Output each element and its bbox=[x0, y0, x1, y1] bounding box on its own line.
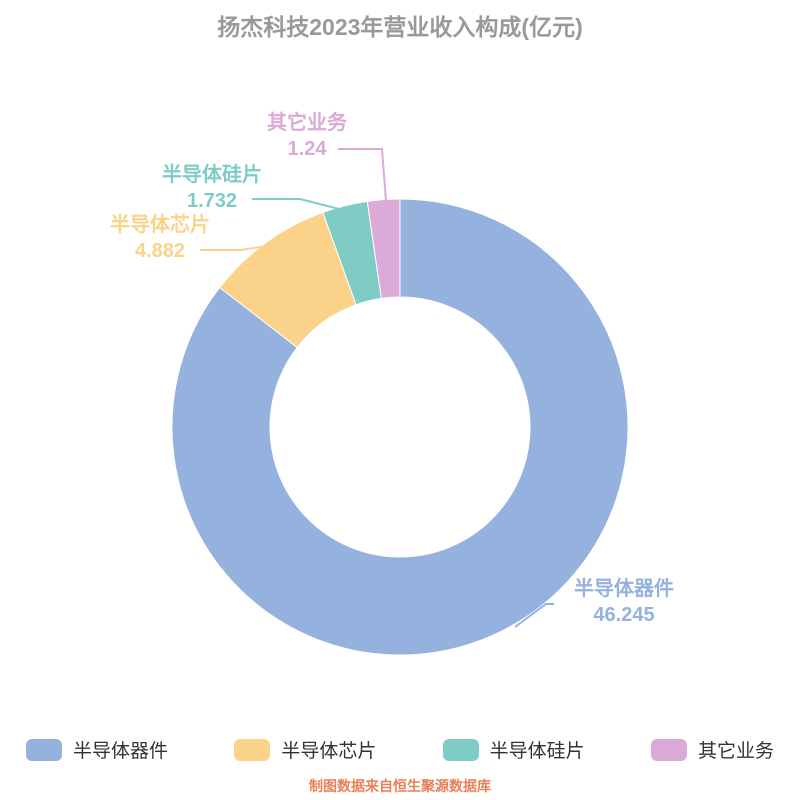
callout-label: 半导体硅片 bbox=[162, 164, 262, 186]
callout-silicon-wafer: 半导体硅片 1.732 bbox=[137, 162, 287, 214]
legend: 半导体器件 半导体芯片 半导体硅片 其它业务 bbox=[0, 736, 800, 763]
pie-slice-3 bbox=[366, 198, 401, 299]
callout-label: 其它业务 bbox=[267, 112, 347, 134]
callout-label: 半导体器件 bbox=[574, 578, 674, 600]
legend-swatch bbox=[442, 738, 479, 761]
legend-item-other-business[interactable]: 其它业务 bbox=[650, 736, 774, 763]
leader-line-2 bbox=[252, 198, 348, 212]
legend-label: 半导体硅片 bbox=[489, 741, 585, 762]
chart-title: 扬杰科技2023年营业收入构成(亿元) bbox=[217, 14, 583, 40]
legend-item-semiconductor-chip[interactable]: 半导体芯片 bbox=[234, 736, 376, 763]
callout-value: 1.732 bbox=[186, 190, 238, 212]
leader-line-3 bbox=[338, 148, 387, 202]
callout-semiconductor-device: 半导体器件 46.245 bbox=[549, 576, 699, 628]
callout-label: 半导体芯片 bbox=[110, 214, 210, 236]
legend-label: 其它业务 bbox=[697, 741, 774, 762]
pie-slice-0 bbox=[171, 198, 629, 656]
leader-line-0 bbox=[514, 603, 554, 628]
callout-value: 46.245 bbox=[593, 604, 655, 626]
legend-swatch bbox=[650, 738, 687, 761]
legend-label: 半导体器件 bbox=[73, 741, 169, 762]
data-source-note: 制图数据来自恒生聚源数据库 bbox=[309, 778, 491, 794]
legend-swatch bbox=[234, 738, 271, 761]
leader-line-1 bbox=[200, 243, 284, 251]
callout-other-business: 其它业务 1.24 bbox=[232, 110, 382, 162]
legend-swatch bbox=[26, 738, 62, 761]
callout-value: 1.24 bbox=[287, 138, 327, 160]
legend-item-semiconductor-device[interactable]: 半导体器件 bbox=[26, 736, 168, 763]
legend-label: 半导体芯片 bbox=[281, 741, 377, 762]
legend-item-silicon-wafer[interactable]: 半导体硅片 bbox=[442, 736, 585, 763]
callout-value: 4.882 bbox=[134, 240, 186, 262]
callout-semiconductor-chip: 半导体芯片 4.882 bbox=[85, 212, 235, 264]
